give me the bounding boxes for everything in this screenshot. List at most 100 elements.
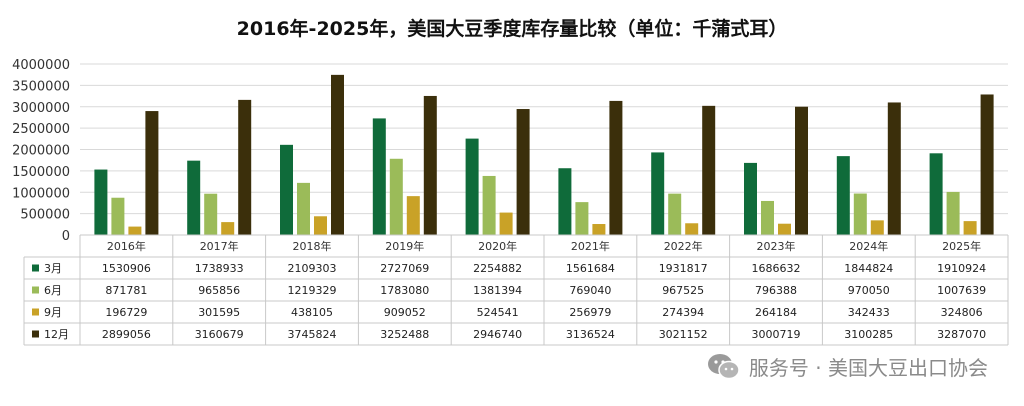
bar <box>778 223 791 235</box>
data-table-value: 2946740 <box>473 328 522 341</box>
watermark: 服务号 · 美国大豆出口协会 <box>707 352 988 381</box>
data-table-value: 524541 <box>477 306 519 319</box>
data-table-value: 970050 <box>848 284 890 297</box>
data-table-value: 1931817 <box>659 262 708 275</box>
category-label: 2025年 <box>942 239 981 253</box>
data-table-value: 3000719 <box>752 328 801 341</box>
y-tick-label: 3000000 <box>12 101 70 116</box>
bar <box>853 193 867 235</box>
bar <box>297 182 310 235</box>
bar <box>761 200 774 235</box>
y-tick-label: 0 <box>62 229 70 244</box>
bar <box>145 111 159 235</box>
y-tick-label: 1000000 <box>12 186 70 201</box>
data-table-value: 2109303 <box>288 262 337 275</box>
bar <box>575 202 589 235</box>
data-table-value: 871781 <box>105 284 147 297</box>
watermark-text: 服务号 · 美国大豆出口协会 <box>748 356 988 380</box>
data-table-value: 256979 <box>569 306 611 319</box>
bar <box>609 100 623 235</box>
data-table-value: 2727069 <box>380 262 429 275</box>
y-axis-ticks: 0 500000 1000000 1500000 2000000 2500000 30000… <box>12 58 70 244</box>
category-label: 2019年 <box>385 239 424 253</box>
data-table-value: 1561684 <box>566 262 615 275</box>
bar <box>128 226 142 235</box>
category-label: 2022年 <box>664 239 703 253</box>
bar <box>423 95 437 235</box>
bar <box>685 223 699 235</box>
data-table-value: 1530906 <box>102 262 151 275</box>
bar <box>482 175 496 235</box>
category-label: 2024年 <box>849 239 888 253</box>
data-table: 2016年 2017年 2018年 2019年 2020年 2021年 2022年 2023年… <box>23 234 1009 346</box>
bar <box>187 160 201 235</box>
data-table-value: 3287070 <box>937 328 986 341</box>
bar <box>280 144 293 235</box>
data-table-value: 769040 <box>569 284 611 297</box>
data-table-value: 196729 <box>105 306 147 319</box>
legend-swatch <box>32 308 39 316</box>
data-table-value: 301595 <box>198 306 240 319</box>
data-table-value: 3160679 <box>195 328 244 341</box>
data-table-value: 2899056 <box>102 328 151 341</box>
data-table-value: 1219329 <box>288 284 337 297</box>
y-tick-label: 1500000 <box>12 165 70 180</box>
legend-label: 9月 <box>44 306 62 319</box>
y-tick-label: 3500000 <box>12 79 70 94</box>
bar <box>406 196 420 235</box>
bar <box>592 224 606 235</box>
category-label: 2023年 <box>757 239 796 253</box>
legend-swatch <box>32 286 39 294</box>
bar <box>389 158 403 235</box>
data-table-value: 2254882 <box>473 262 522 275</box>
category-label: 2017年 <box>200 239 239 253</box>
bar <box>963 221 977 235</box>
data-table-value: 1910924 <box>937 262 986 275</box>
data-table-value: 967525 <box>662 284 704 297</box>
data-table-value: 1738933 <box>195 262 244 275</box>
bar <box>668 193 682 235</box>
data-table-value: 3021152 <box>659 328 708 341</box>
category-label: 2021年 <box>571 239 610 253</box>
data-table-value: 438105 <box>291 306 333 319</box>
bar <box>221 222 235 235</box>
bar <box>702 105 716 235</box>
y-tick-label: 2000000 <box>12 144 70 159</box>
bar <box>204 193 218 235</box>
grid-lines <box>80 63 1008 236</box>
data-table-value: 3100285 <box>844 328 893 341</box>
bar <box>980 94 994 236</box>
data-table-value: 274394 <box>662 306 704 319</box>
wechat-icon <box>707 353 740 379</box>
bar <box>499 212 513 235</box>
y-tick-label: 2500000 <box>12 122 70 137</box>
data-table-value: 3252488 <box>380 328 429 341</box>
data-table-value: 3136524 <box>566 328 615 341</box>
data-table-value: 796388 <box>755 284 797 297</box>
data-table-value: 1686632 <box>752 262 801 275</box>
bar <box>887 102 901 235</box>
bar <box>836 156 850 235</box>
data-table-value: 1783080 <box>380 284 429 297</box>
legend-label: 12月 <box>44 328 69 341</box>
y-tick-label: 4000000 <box>12 58 70 73</box>
bar <box>465 138 479 235</box>
data-table-value: 1007639 <box>937 284 986 297</box>
bar <box>795 106 808 235</box>
data-table-value: 1381394 <box>473 284 522 297</box>
bar <box>651 152 665 235</box>
category-label: 2020年 <box>478 239 517 253</box>
bar <box>238 99 252 235</box>
legend-swatch <box>32 330 39 338</box>
data-table-value: 965856 <box>198 284 240 297</box>
data-table-value: 909052 <box>384 306 426 319</box>
bar <box>870 220 884 235</box>
chart-title: 2016年-2025年，美国大豆季度库存量比较（单位：千蒲式耳） <box>236 18 788 40</box>
bar <box>929 153 943 235</box>
bar <box>744 162 757 235</box>
category-label: 2016年 <box>107 239 146 253</box>
bar <box>94 169 108 235</box>
bar <box>314 216 327 235</box>
bar <box>516 109 530 235</box>
